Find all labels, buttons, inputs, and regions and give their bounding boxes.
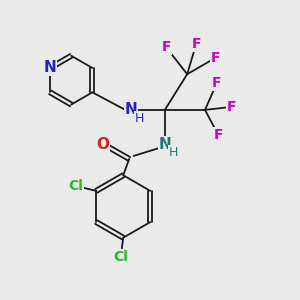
Text: H: H [169,146,178,159]
Text: N: N [124,102,137,117]
Text: F: F [162,40,171,55]
Text: H: H [134,112,144,125]
Text: F: F [214,128,223,142]
Text: F: F [227,100,236,114]
Text: F: F [212,76,222,90]
Text: O: O [96,136,109,152]
Text: F: F [191,38,201,52]
Text: Cl: Cl [113,250,128,264]
Text: N: N [44,61,56,76]
Text: N: N [158,136,171,152]
Text: F: F [211,51,220,65]
Text: Cl: Cl [68,179,83,194]
